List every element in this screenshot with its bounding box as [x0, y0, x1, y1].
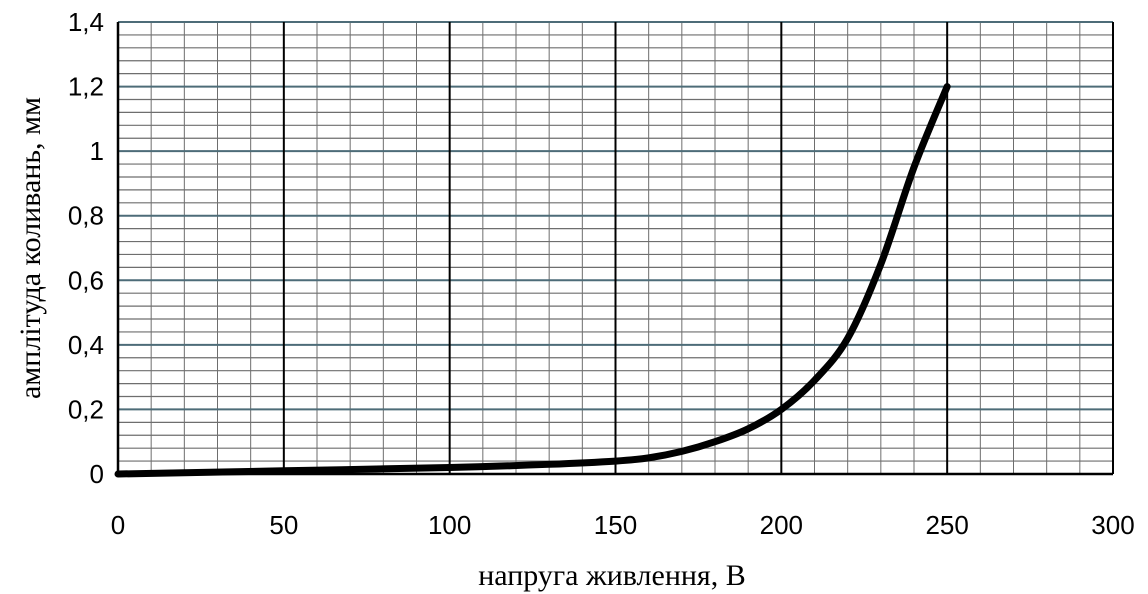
y-axis-title: амплітуда коливань, мм: [14, 97, 47, 399]
y-tick-label: 1,2: [68, 72, 104, 102]
x-tick-label: 100: [428, 510, 471, 540]
y-tick-label: 0: [90, 459, 104, 489]
x-tick-label: 250: [925, 510, 968, 540]
x-tick-label: 50: [269, 510, 298, 540]
x-axis-title: напруга живлення, В: [478, 559, 746, 592]
x-tick-label: 300: [1091, 510, 1134, 540]
y-tick-label: 0,6: [68, 265, 104, 295]
y-tick-label: 1,4: [68, 7, 104, 37]
y-tick-label: 0,2: [68, 394, 104, 424]
y-tick-label: 0,4: [68, 330, 104, 360]
series-group: [114, 83, 951, 478]
series-line: [114, 83, 951, 478]
x-tick-labels: 0 50 100 150 200 250 300: [111, 510, 1135, 540]
x-tick-label: 150: [594, 510, 637, 540]
y-tick-label: 1: [90, 136, 104, 166]
y-tick-labels: 0 0,2 0,4 0,6 0,8 1 1,2 1,4: [68, 7, 104, 489]
major-gridlines: [118, 21, 1114, 474]
x-tick-label: 0: [111, 510, 125, 540]
x-tick-label: 200: [760, 510, 803, 540]
y-tick-label: 0,8: [68, 201, 104, 231]
